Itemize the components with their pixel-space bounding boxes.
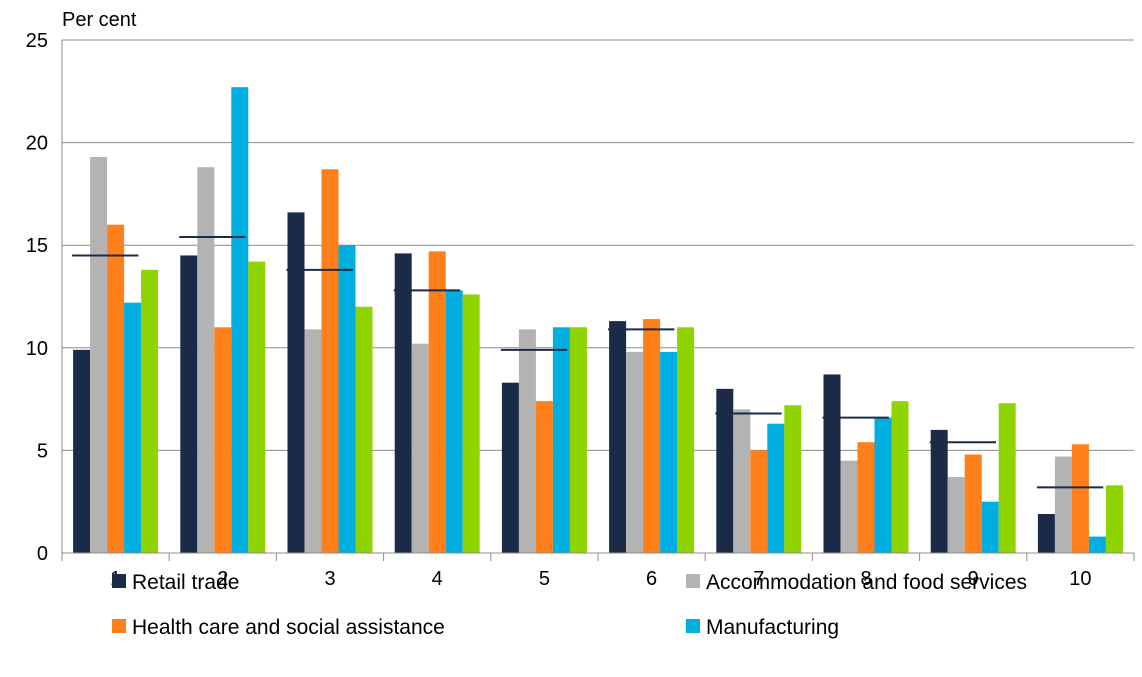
bar — [90, 156, 108, 554]
bar — [501, 382, 519, 553]
bar — [1105, 485, 1123, 553]
y-tick-label: 0 — [37, 543, 48, 565]
bar — [981, 501, 999, 553]
bar — [321, 169, 339, 553]
x-tick-label: 6 — [646, 568, 657, 590]
bar — [180, 255, 198, 553]
bar — [535, 401, 553, 553]
bar — [107, 224, 125, 553]
x-tick-label: 3 — [324, 568, 335, 590]
legend-swatch — [112, 619, 126, 633]
bar — [823, 374, 841, 553]
bar — [716, 388, 734, 553]
bar — [411, 343, 429, 553]
bar — [304, 329, 322, 553]
y-tick-label: 20 — [26, 133, 48, 155]
x-tick-label: 7 — [753, 568, 764, 590]
bar — [1071, 444, 1089, 553]
legend-label: Manufacturing — [706, 616, 839, 639]
bar — [73, 349, 91, 553]
legend-swatch — [686, 574, 700, 588]
y-tick-label: 15 — [26, 235, 48, 257]
bar — [964, 454, 982, 553]
bar — [355, 306, 373, 553]
x-tick-label: 2 — [217, 568, 228, 590]
legend-swatch — [112, 574, 126, 588]
bar — [874, 417, 892, 553]
bar — [784, 405, 802, 553]
bar — [124, 302, 142, 553]
bar — [1088, 536, 1106, 553]
x-tick-label: 4 — [432, 568, 443, 590]
bar — [857, 442, 875, 553]
legend-label: Retail trade — [132, 571, 239, 594]
bar — [518, 329, 536, 553]
bar — [609, 321, 627, 553]
bar — [750, 450, 768, 553]
legend-label: Accommodation and food services — [706, 571, 1027, 594]
bar — [891, 401, 909, 553]
bar — [552, 327, 570, 553]
legend-swatch — [686, 619, 700, 633]
bar — [1037, 514, 1055, 553]
bar — [660, 351, 678, 553]
bar — [287, 212, 305, 554]
bar — [930, 429, 948, 553]
bar — [767, 423, 785, 553]
bar — [445, 290, 463, 553]
bar — [840, 460, 858, 553]
bar — [231, 87, 249, 554]
x-tick-label: 8 — [860, 568, 871, 590]
x-tick-label: 9 — [968, 568, 979, 590]
bar — [733, 409, 751, 553]
bar — [998, 403, 1016, 553]
bar — [141, 269, 159, 553]
bar — [197, 167, 215, 553]
x-tick-label: 10 — [1069, 568, 1091, 590]
bar — [394, 253, 412, 553]
y-tick-label: 10 — [26, 338, 48, 360]
bar — [428, 251, 446, 553]
y-tick-label: 25 — [26, 30, 48, 52]
y-tick-label: 5 — [37, 440, 48, 462]
y-axis-title: Per cent — [62, 9, 137, 31]
bar — [626, 351, 644, 553]
bar — [248, 261, 266, 553]
bar — [947, 477, 965, 553]
bar — [1054, 456, 1072, 553]
bar — [643, 319, 661, 553]
bar — [677, 327, 695, 553]
bar — [338, 245, 356, 553]
bar — [462, 294, 480, 553]
legend-label: Health care and social assistance — [132, 616, 445, 639]
x-tick-label: 5 — [539, 568, 550, 590]
bar — [569, 327, 587, 553]
bar — [214, 327, 232, 553]
